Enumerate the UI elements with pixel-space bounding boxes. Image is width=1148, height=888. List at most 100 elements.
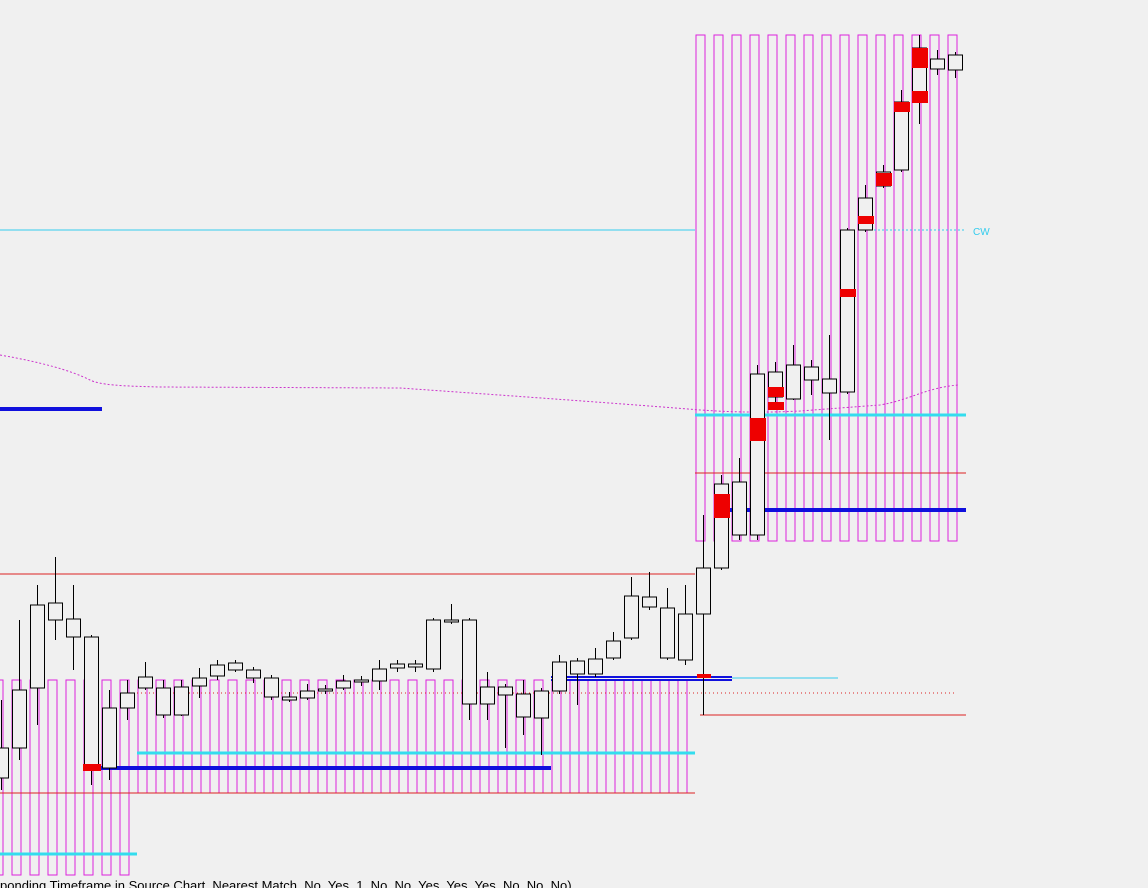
candle-body [462,619,477,705]
candle-body [246,669,261,679]
candle-body [210,664,225,677]
signal-marker [894,102,910,112]
candle-body [786,364,801,400]
slot-box [677,679,688,794]
slot-box [209,679,220,794]
slot-box [119,679,130,876]
slot-box [695,34,706,542]
candle-body [642,596,657,608]
candle-body [498,686,513,696]
slot-box [803,34,814,542]
slot-box [587,679,598,794]
candle-body [480,686,495,705]
candle-body [930,58,945,70]
slot-box [659,679,670,794]
slot-box [227,679,238,794]
slot-box [47,679,58,876]
slot-box [101,679,112,876]
slot-box [137,679,148,794]
magenta-slots [0,34,958,876]
candle-body [336,680,351,689]
candles [0,35,963,790]
candle-body [804,366,819,381]
candle-body [390,663,405,669]
candle-body [678,613,693,661]
slot-box [317,679,328,794]
footer-text: ponding Timeframe in Source Chart, Neare… [0,878,572,888]
candle-body [66,618,81,638]
signal-marker [912,91,928,103]
slot-box [407,679,418,794]
candle-body [174,686,189,716]
slot-box [623,679,634,794]
candle-body [0,747,9,779]
slot-box [425,679,436,794]
slot-box [371,679,382,794]
slot-box [767,34,778,542]
slot-box [947,34,958,542]
candle-body [102,707,117,769]
candle-body [408,663,423,668]
candle-body [444,619,459,623]
candle-body [822,378,837,394]
slot-box [11,679,22,876]
candle-body [120,692,135,709]
candle-body [138,676,153,689]
candle-body [588,658,603,675]
candle-body [48,602,63,621]
candle-body [732,481,747,536]
candle-body [624,595,639,639]
signal-marker [840,289,856,297]
candle-body [534,690,549,719]
candle-body [696,567,711,615]
slot-box [929,34,940,542]
signal-marker [912,48,928,68]
slot-box [353,679,364,794]
slot-box [785,34,796,542]
candle-body [84,636,99,769]
signal-marker [768,402,784,410]
slot-box [749,34,760,542]
candle-body [192,677,207,687]
candle-body [516,693,531,718]
slot-box [245,679,256,794]
slot-box [893,34,904,542]
candle-body [372,668,387,682]
signal-marker [858,216,874,224]
candle-body [552,661,567,692]
slot-box [551,679,562,794]
candle-body [318,688,333,692]
candle-body [750,373,765,536]
candle-body [894,101,909,171]
candle-body [570,660,585,675]
slot-box [713,34,724,542]
slot-box [731,34,742,542]
signal-marker [714,494,730,518]
candle-body [282,696,297,701]
signal-marker [83,764,101,771]
signal-marker [750,418,766,441]
candle-body [30,604,45,689]
slot-box [335,679,346,794]
slot-box [389,679,400,794]
slot-box [605,679,616,794]
candle-body [264,677,279,698]
candle-body [354,679,369,683]
slot-box [875,34,886,542]
candle-body [12,689,27,749]
slot-box [857,34,868,542]
slot-box [65,679,76,876]
candle-body [660,607,675,659]
candle-body [948,54,963,71]
candle-body [426,619,441,670]
candle-body [156,687,171,716]
candle-body [858,197,873,231]
signal-marker [768,387,784,397]
slot-box [443,679,454,794]
level-label: CW [973,227,990,238]
signal-markers [83,48,928,771]
slot-box [911,34,922,542]
slot-box [641,679,652,794]
